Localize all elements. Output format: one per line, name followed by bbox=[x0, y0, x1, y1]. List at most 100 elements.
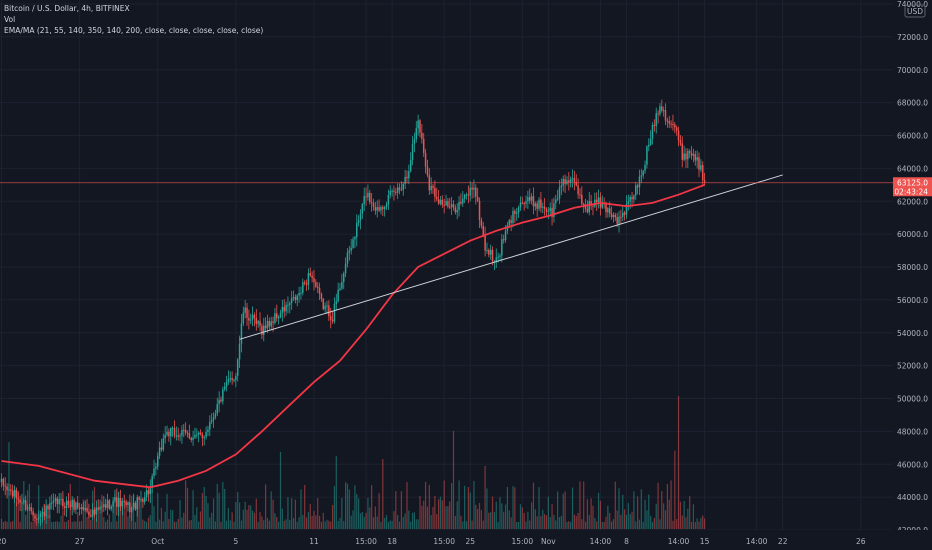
candle-body bbox=[510, 220, 512, 223]
volume-bar bbox=[540, 516, 542, 529]
candle-body bbox=[320, 293, 323, 299]
volume-bar bbox=[23, 481, 25, 529]
candle-body bbox=[493, 261, 496, 263]
trend-line[interactable] bbox=[239, 174, 783, 340]
volume-bar bbox=[408, 510, 410, 529]
volume-bar bbox=[257, 521, 259, 529]
ema-indicator-label: EMA/MA (21, 55, 140, 350, 140, 200, clos… bbox=[4, 26, 264, 35]
candle-body bbox=[566, 180, 568, 184]
volume-bar bbox=[313, 510, 315, 529]
volume-bar bbox=[144, 520, 146, 529]
volume-bar bbox=[198, 521, 200, 529]
volume-bar bbox=[123, 510, 125, 529]
candle-body bbox=[192, 437, 194, 440]
candle-body bbox=[668, 121, 670, 124]
candle-body bbox=[681, 143, 684, 160]
volume-bar bbox=[664, 510, 667, 529]
volume-bar bbox=[289, 519, 291, 529]
volume-bar bbox=[532, 482, 535, 529]
price-tick-label: 52000.0 bbox=[897, 362, 928, 371]
candle-body bbox=[329, 316, 332, 320]
time-tick-label: 8 bbox=[624, 537, 629, 546]
volume-bar bbox=[478, 502, 481, 529]
candle-body bbox=[579, 194, 581, 196]
volume-bar bbox=[497, 521, 499, 529]
candle-body bbox=[36, 518, 38, 520]
candle-body bbox=[289, 303, 291, 305]
time-tick-label: 14:00 bbox=[668, 537, 690, 546]
volume-bar bbox=[21, 503, 23, 529]
candle-body bbox=[687, 151, 689, 160]
candle-body bbox=[255, 318, 258, 324]
volume-bar bbox=[279, 452, 282, 529]
candle-body bbox=[6, 486, 8, 491]
volume-bar bbox=[676, 519, 678, 529]
candle-body bbox=[547, 211, 550, 213]
candle-body bbox=[517, 207, 520, 213]
volume-bar bbox=[419, 495, 421, 529]
candle-body bbox=[318, 287, 321, 294]
candle-body bbox=[138, 497, 140, 500]
volume-bar bbox=[292, 518, 295, 529]
volume-bar bbox=[384, 517, 386, 529]
candle-body bbox=[421, 132, 423, 139]
volume-bar bbox=[516, 521, 518, 529]
volume-bar bbox=[285, 519, 287, 529]
candle-body bbox=[432, 185, 434, 188]
price-axis[interactable] bbox=[893, 0, 932, 550]
volume-bar bbox=[75, 521, 77, 529]
candle-body bbox=[441, 199, 444, 206]
volume-bar bbox=[112, 498, 114, 529]
time-axis[interactable] bbox=[0, 530, 932, 550]
candle-body bbox=[700, 165, 702, 170]
volume-bar bbox=[190, 520, 192, 529]
volume-bar bbox=[25, 514, 27, 529]
volume-bar bbox=[160, 507, 163, 529]
candle-body bbox=[86, 507, 88, 512]
candle-body bbox=[123, 500, 126, 502]
price-tick-label: 66000.0 bbox=[897, 132, 928, 141]
volume-bar bbox=[47, 515, 49, 529]
candle-body bbox=[590, 201, 592, 206]
candle-body bbox=[335, 301, 338, 305]
candle-body bbox=[333, 304, 336, 322]
candle-body bbox=[201, 434, 204, 439]
volume-bar bbox=[354, 485, 356, 529]
candle-body bbox=[326, 305, 328, 307]
time-tick-label: Oct bbox=[151, 537, 164, 546]
candle-body bbox=[443, 205, 445, 207]
candle-body bbox=[560, 185, 563, 188]
volume-bar bbox=[698, 521, 700, 529]
candle-body bbox=[298, 292, 300, 296]
volume-bar bbox=[175, 521, 177, 529]
volume-bar bbox=[562, 493, 564, 529]
candle-body bbox=[303, 282, 306, 284]
candle-body bbox=[199, 432, 202, 435]
candle-body bbox=[11, 490, 14, 497]
volume-bar bbox=[603, 521, 605, 529]
volume-bar bbox=[278, 521, 280, 529]
time-tick-label: 14:00 bbox=[590, 537, 612, 546]
volume-bar bbox=[506, 486, 509, 529]
candle-body bbox=[78, 507, 81, 509]
candle-body bbox=[488, 250, 490, 255]
volume-bar bbox=[415, 519, 417, 529]
candle-body bbox=[435, 196, 438, 200]
volume-bar bbox=[586, 499, 588, 529]
volume-bar bbox=[287, 497, 289, 529]
volume-bar bbox=[592, 505, 594, 529]
candle-body bbox=[84, 507, 86, 510]
currency-badge[interactable] bbox=[904, 4, 926, 18]
candle-body bbox=[188, 433, 191, 438]
volume-bar bbox=[304, 484, 306, 529]
candle-body bbox=[127, 502, 129, 505]
candle-body bbox=[679, 140, 682, 144]
candle-body bbox=[337, 289, 339, 302]
candle-body bbox=[181, 429, 183, 436]
volume-bar bbox=[157, 493, 159, 529]
candle-body bbox=[93, 509, 96, 515]
candle-body bbox=[447, 201, 449, 207]
